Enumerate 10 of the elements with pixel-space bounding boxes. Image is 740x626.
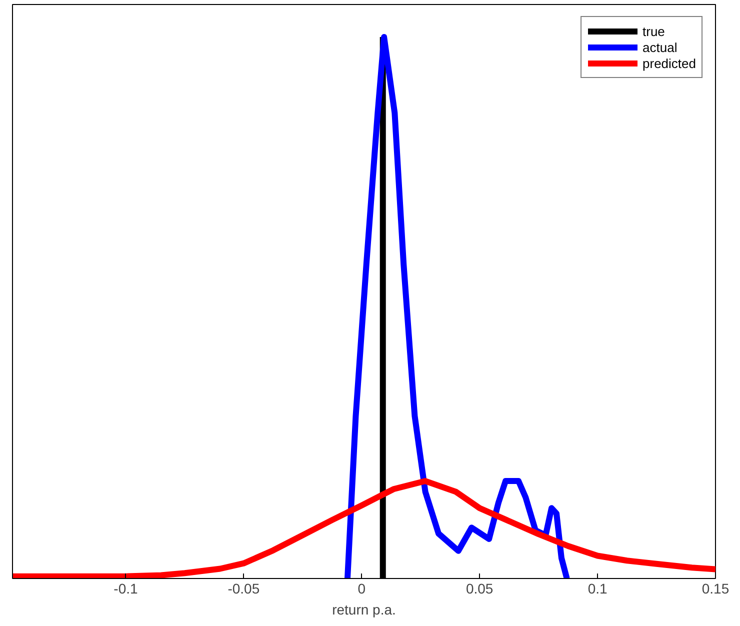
- x-tick-label: -0.05: [228, 580, 260, 596]
- x-tick-label: 0.15: [702, 580, 730, 596]
- x-tick-label: 0: [358, 580, 366, 596]
- legend-label: predicted: [642, 55, 696, 71]
- x-tick-label: -0.1: [114, 580, 138, 596]
- x-axis-title: return p.a.: [332, 602, 396, 618]
- legend-label: true: [642, 23, 665, 39]
- x-tick-label: 0.1: [588, 580, 608, 596]
- x-tick-label: 0.05: [466, 580, 494, 596]
- legend-label: actual: [642, 39, 678, 55]
